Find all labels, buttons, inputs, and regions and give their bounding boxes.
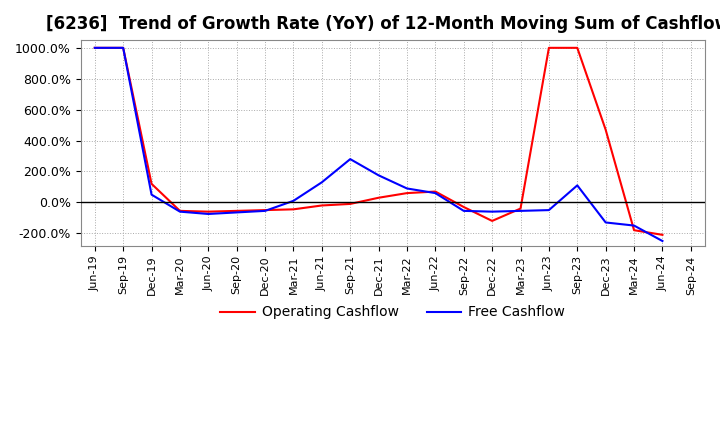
Free Cashflow xyxy=(402,186,411,191)
Free Cashflow xyxy=(119,45,127,51)
Free Cashflow xyxy=(374,172,383,178)
Free Cashflow xyxy=(601,220,610,225)
Operating Cashflow xyxy=(176,208,184,213)
Operating Cashflow xyxy=(573,45,582,51)
Free Cashflow xyxy=(459,208,468,213)
Free Cashflow xyxy=(204,211,212,216)
Operating Cashflow xyxy=(204,209,212,214)
Operating Cashflow xyxy=(374,195,383,200)
Operating Cashflow xyxy=(516,206,525,211)
Free Cashflow xyxy=(261,208,269,213)
Operating Cashflow xyxy=(91,45,99,51)
Free Cashflow xyxy=(573,183,582,188)
Operating Cashflow xyxy=(119,45,127,51)
Operating Cashflow xyxy=(459,204,468,209)
Free Cashflow xyxy=(658,238,667,244)
Operating Cashflow xyxy=(346,201,354,206)
Operating Cashflow xyxy=(289,207,298,212)
Operating Cashflow xyxy=(658,232,667,238)
Operating Cashflow xyxy=(402,191,411,196)
Free Cashflow xyxy=(516,208,525,213)
Operating Cashflow xyxy=(431,189,440,194)
Free Cashflow xyxy=(91,45,99,51)
Free Cashflow xyxy=(544,208,553,213)
Operating Cashflow xyxy=(544,45,553,51)
Operating Cashflow xyxy=(601,127,610,132)
Free Cashflow xyxy=(147,192,156,197)
Line: Free Cashflow: Free Cashflow xyxy=(95,48,662,241)
Free Cashflow xyxy=(346,157,354,162)
Free Cashflow xyxy=(289,198,298,203)
Free Cashflow xyxy=(233,210,241,215)
Operating Cashflow xyxy=(261,208,269,213)
Free Cashflow xyxy=(318,180,326,185)
Operating Cashflow xyxy=(488,218,497,224)
Free Cashflow xyxy=(431,191,440,196)
Line: Operating Cashflow: Operating Cashflow xyxy=(95,48,662,235)
Title: [6236]  Trend of Growth Rate (YoY) of 12-Month Moving Sum of Cashflows: [6236] Trend of Growth Rate (YoY) of 12-… xyxy=(46,15,720,33)
Operating Cashflow xyxy=(233,208,241,213)
Free Cashflow xyxy=(488,209,497,214)
Legend: Operating Cashflow, Free Cashflow: Operating Cashflow, Free Cashflow xyxy=(215,300,571,325)
Operating Cashflow xyxy=(318,203,326,208)
Free Cashflow xyxy=(176,209,184,214)
Operating Cashflow xyxy=(630,227,639,233)
Free Cashflow xyxy=(630,223,639,228)
Operating Cashflow xyxy=(147,181,156,187)
